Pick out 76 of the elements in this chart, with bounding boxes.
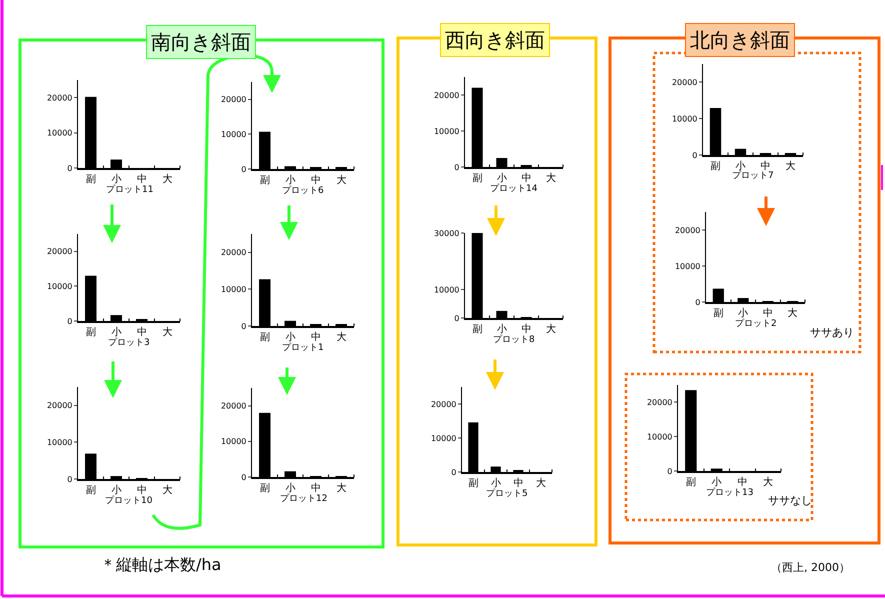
x-tick-label: 副 [260, 332, 270, 343]
y-tick-label: 0 [241, 164, 246, 174]
x-tick-label: 中 [521, 322, 532, 335]
x-tick-label: 中 [310, 482, 321, 494]
y-tick-label: 10000 [434, 285, 460, 294]
y-tick-label: 10000 [220, 285, 246, 294]
x-tick-label: 大 [336, 482, 346, 494]
y-tick-label: 0 [451, 468, 456, 477]
x-tick-label: 大 [336, 174, 346, 186]
x-tick-label: 中 [310, 330, 321, 343]
x-tick-label: 小 [496, 172, 507, 184]
x-tick-label: 副 [86, 174, 96, 185]
y-tick-label: 20000 [430, 400, 456, 409]
y-tick-label: 10000 [434, 126, 460, 136]
x-tick-label: 大 [162, 326, 172, 338]
x-tick-label: 中 [310, 174, 321, 186]
y-tick-label: 10000 [220, 437, 246, 446]
x-tick-label: 中 [136, 172, 147, 185]
x-tick-label: 副 [472, 172, 482, 184]
x-axis-title: プロット6 [282, 185, 324, 196]
x-axis-title: プロット1 [282, 342, 324, 353]
y-tick-label: 10000 [46, 128, 72, 138]
y-tick-label: 30000 [434, 228, 460, 238]
x-tick-label: 小 [285, 174, 296, 186]
x-axis-title: プロット3 [108, 337, 150, 348]
y-tick-label: 20000 [220, 95, 246, 104]
y-tick-label: 0 [241, 322, 246, 331]
text: 南向き斜面 [151, 30, 251, 54]
x-tick-label: 大 [162, 172, 172, 185]
x-tick-label: 小 [285, 482, 296, 494]
x-axis-title: プロット5 [486, 488, 528, 499]
x-tick-label: 小 [490, 476, 501, 489]
x-tick-label: 副 [86, 326, 96, 338]
text: 西向き斜面 [445, 28, 545, 52]
y-tick-label: 20000 [46, 401, 72, 410]
x-tick-label: 中 [513, 476, 524, 489]
x-tick-label: 大 [336, 330, 346, 343]
x-tick-label: 中 [136, 484, 147, 496]
y-tick-label: 0 [241, 472, 246, 482]
x-tick-label: 大 [546, 322, 556, 335]
x-tick-label: 小 [285, 330, 296, 343]
y-tick-label: 0 [67, 316, 72, 326]
y-tick-label: 0 [67, 474, 72, 484]
x-axis-title: プロット11 [106, 184, 154, 195]
x-tick-label: 中 [136, 326, 147, 338]
y-tick-label: 0 [67, 164, 72, 173]
x-tick-label: 副 [468, 478, 478, 489]
x-axis-title: プロット14 [490, 183, 538, 194]
y-tick-label: 20000 [434, 90, 460, 100]
x-tick-label: 小 [496, 322, 507, 335]
x-tick-label: 副 [86, 484, 96, 496]
y-tick-label: 20000 [220, 402, 246, 411]
x-tick-label: 中 [521, 172, 532, 184]
y-tick-label: 20000 [46, 93, 72, 102]
x-tick-label: 副 [260, 174, 270, 186]
x-tick-label: 副 [472, 324, 482, 335]
y-tick-label: 20000 [220, 248, 246, 258]
x-axis-title: プロット12 [280, 493, 328, 504]
y-tick-label: 0 [454, 314, 460, 323]
x-tick-label: 大 [536, 476, 546, 489]
x-axis-title: プロット10 [105, 495, 153, 506]
y-tick-label: 10000 [220, 130, 246, 139]
y-tick-label: 10000 [46, 438, 72, 447]
x-tick-label: 小 [111, 484, 122, 496]
x-tick-label: 大 [162, 484, 172, 496]
y-tick-label: 10000 [46, 282, 72, 291]
text: ＊縦軸は本数/ha [100, 555, 222, 574]
x-tick-label: 大 [546, 172, 556, 184]
text: （西上, 2000） [771, 561, 850, 574]
x-tick-label: 小 [111, 172, 122, 185]
x-axis-title: プロット8 [493, 334, 535, 345]
x-tick-label: 副 [260, 482, 270, 494]
y-tick-label: 10000 [430, 434, 456, 443]
y-tick-label: 20000 [46, 247, 72, 256]
x-tick-label: 小 [111, 326, 122, 338]
y-tick-label: 0 [454, 162, 460, 172]
